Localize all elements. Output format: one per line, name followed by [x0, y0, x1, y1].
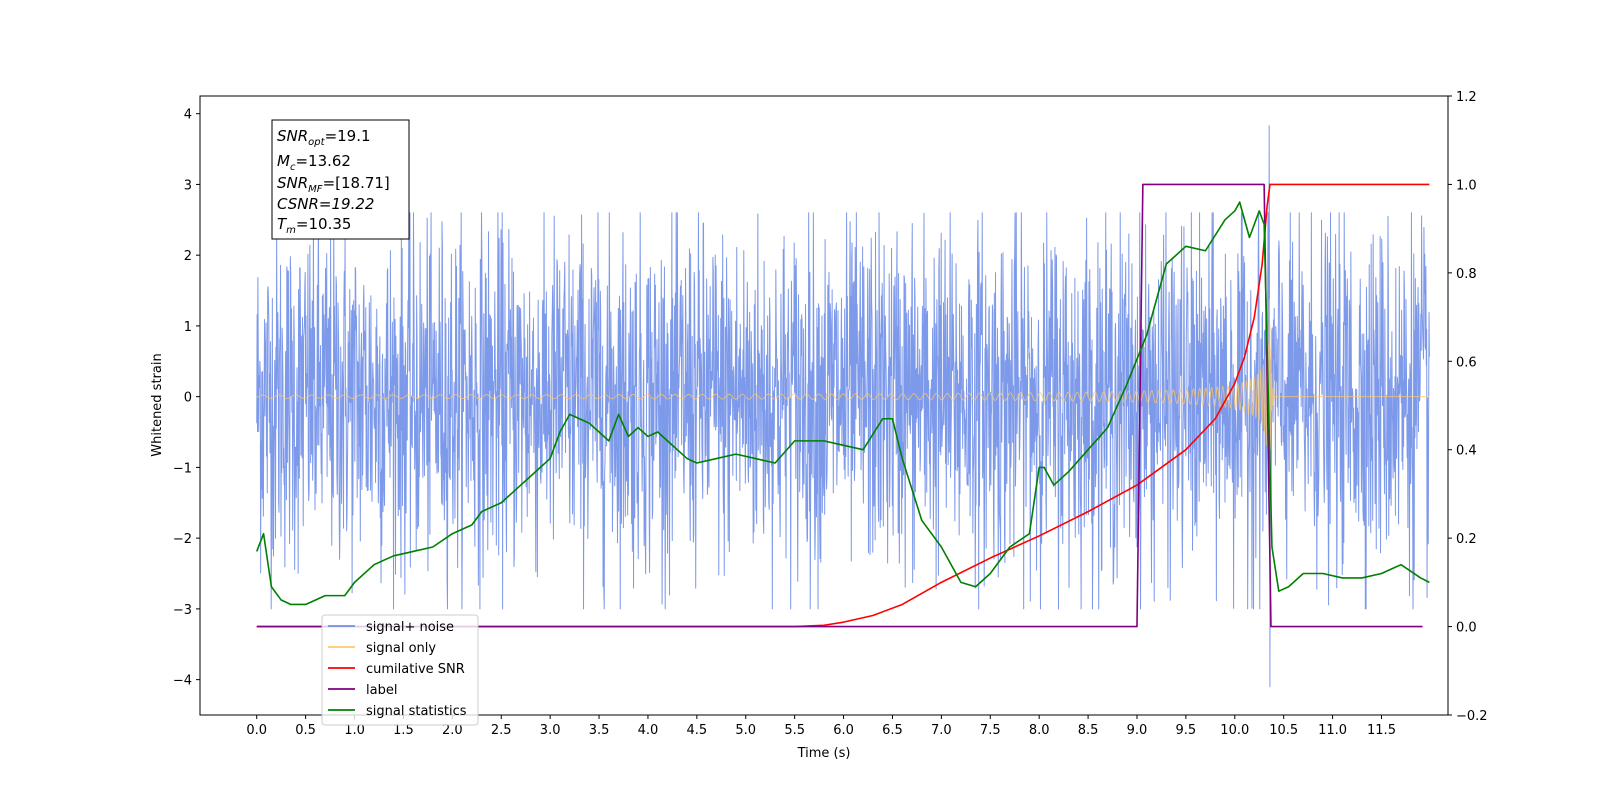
x-tick-label: 6.5	[882, 723, 903, 738]
y2-tick-label: 0.8	[1456, 267, 1477, 282]
y2-tick-label: 1.0	[1456, 178, 1477, 193]
y-axis-right: 1.2 1.0 0.8 0.6 0.4 0.2 0.0 −0.2	[1448, 90, 1488, 724]
x-axis: 0.0 0.5 1.0 1.5 2.0 2.5 3.0 3.5 4.0 4.5 5.0 5.5 6.0 6…	[246, 715, 1396, 738]
x-tick-label: 9.0	[1127, 723, 1148, 738]
y-tick-label: 2	[184, 249, 192, 264]
y-tick-label: −4	[173, 674, 192, 689]
x-tick-label: 8.0	[1029, 723, 1050, 738]
info-line-snr-opt: SNRopt=19.1	[277, 127, 371, 148]
series-signal-statistics	[255, 201, 1430, 606]
y-tick-label: 4	[184, 108, 192, 123]
x-tick-label: 5.5	[784, 723, 805, 738]
x-tick-label: 7.0	[931, 723, 952, 738]
x-axis-label: Time (s)	[797, 746, 851, 761]
y-tick-label: −3	[173, 603, 192, 618]
y-axis-label: Whitened strain	[150, 353, 165, 456]
y2-tick-label: 0.4	[1456, 444, 1477, 459]
series-cumilative-snr	[256, 183, 1430, 628]
x-tick-label: 0.5	[295, 723, 316, 738]
y-tick-label: 0	[184, 391, 192, 406]
x-tick-label: 2.0	[442, 723, 463, 738]
x-tick-label: 8.5	[1078, 723, 1099, 738]
info-line-mc: Mc=13.62	[277, 152, 351, 173]
x-tick-label: 7.5	[980, 723, 1001, 738]
y-tick-label: −2	[173, 532, 192, 547]
y2-tick-label: 0.0	[1456, 621, 1477, 636]
y2-tick-label: 1.2	[1456, 90, 1477, 105]
x-tick-label: 1.0	[344, 723, 365, 738]
x-tick-label: 11.5	[1367, 723, 1396, 738]
x-tick-label: 4.0	[638, 723, 659, 738]
x-tick-label: 10.5	[1269, 723, 1298, 738]
series-layer	[255, 125, 1430, 688]
legend-label: signal+ noise	[366, 620, 454, 635]
x-tick-label: 9.5	[1176, 723, 1197, 738]
x-tick-label: 5.0	[735, 723, 756, 738]
y-tick-label: 3	[184, 178, 192, 193]
info-line-csnr: CSNR=19.22	[277, 195, 374, 213]
y-tick-label: 1	[184, 320, 192, 335]
x-tick-label: 11.0	[1318, 723, 1347, 738]
legend-label: signal only	[366, 641, 436, 656]
x-tick-label: 0.0	[246, 723, 267, 738]
info-line-snr-mf: SNRMF=[18.71]	[277, 174, 390, 195]
y-tick-label: −1	[173, 461, 192, 476]
x-tick-label: 10.0	[1220, 723, 1249, 738]
legend-label: label	[366, 683, 397, 698]
series-signal-only	[256, 298, 1430, 530]
legend-label: cumilative SNR	[366, 662, 465, 677]
x-tick-label: 6.0	[833, 723, 854, 738]
series-signal-noise	[256, 125, 1430, 688]
info-line-tm: Tm=10.35	[277, 215, 351, 236]
y2-tick-label: 0.2	[1456, 532, 1477, 547]
info-box: SNRopt=19.1 Mc=13.62 SNRMF=[18.71] CSNR=…	[271, 119, 410, 240]
y2-tick-label: 0.6	[1456, 355, 1477, 370]
x-tick-label: 2.5	[491, 723, 512, 738]
x-tick-label: 3.0	[540, 723, 561, 738]
x-tick-label: 3.5	[589, 723, 610, 738]
legend: signal+ noise signal only cumilative SNR la…	[321, 614, 479, 726]
y2-tick-label: −0.2	[1456, 709, 1488, 724]
legend-label: signal statistics	[366, 704, 467, 719]
plot-frame	[199, 95, 1449, 716]
series-label	[256, 183, 1423, 628]
x-tick-label: 4.5	[687, 723, 708, 738]
y-axis-left: 4 3 2 1 0 −1 −2 −3 −4	[173, 108, 200, 689]
x-tick-label: 1.5	[393, 723, 414, 738]
